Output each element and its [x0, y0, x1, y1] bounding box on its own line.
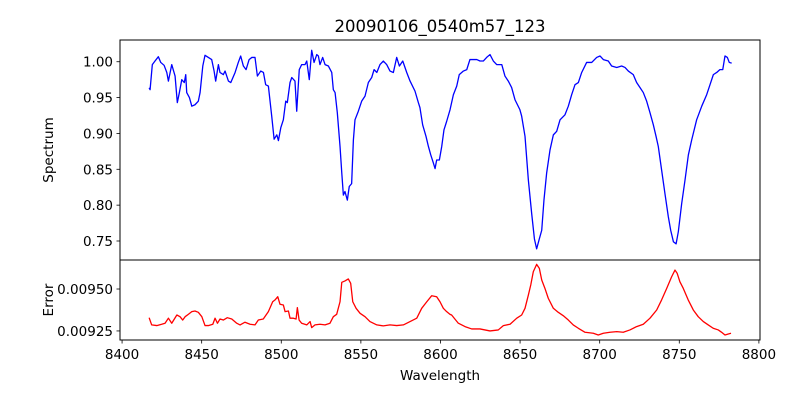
spectrum-y-ticks: 0.75 0.80 0.85 0.90 0.95 1.00	[83, 55, 120, 250]
spectrum-y-tick-label: 0.75	[83, 234, 113, 250]
spectrum-series-line	[148, 49, 732, 250]
spectrum-y-tick-label: 0.90	[83, 126, 113, 142]
x-tick-label: 8650	[503, 347, 537, 363]
spectrum-y-tick-label: 0.95	[83, 91, 113, 107]
x-tick-label: 8750	[662, 347, 696, 363]
error-axes-frame	[119, 259, 761, 341]
error-y-ticks: 0.00925 0.00950	[57, 282, 120, 340]
x-tick-label: 8800	[742, 347, 776, 363]
error-y-tick-label: 0.00925	[57, 324, 113, 340]
spectrum-panel: 0.75 0.80 0.85 0.90 0.95 1.00 Spectrum	[41, 49, 732, 250]
x-tick-label: 8400	[105, 347, 139, 363]
chart-title: 20090106_0540m57_123	[334, 17, 545, 37]
x-tick-label: 8500	[264, 347, 298, 363]
spectrum-y-axis-label: Spectrum	[41, 117, 57, 182]
x-tick-label: 8700	[583, 347, 617, 363]
error-y-axis-label: Error	[41, 283, 57, 316]
spectrum-y-tick-label: 1.00	[83, 55, 113, 71]
x-axis-label: Wavelength	[400, 368, 480, 384]
x-tick-label: 8550	[344, 347, 378, 363]
spectrum-y-tick-label: 0.85	[83, 162, 113, 178]
x-tick-label: 8600	[423, 347, 457, 363]
x-ticks: 8400 8450 8500 8550 8600 8650 8700 8750 8800	[105, 340, 776, 363]
error-series-line	[148, 263, 732, 336]
error-y-tick-label: 0.00950	[57, 282, 113, 298]
x-tick-label: 8450	[184, 347, 218, 363]
spectrum-y-tick-label: 0.80	[83, 198, 113, 214]
